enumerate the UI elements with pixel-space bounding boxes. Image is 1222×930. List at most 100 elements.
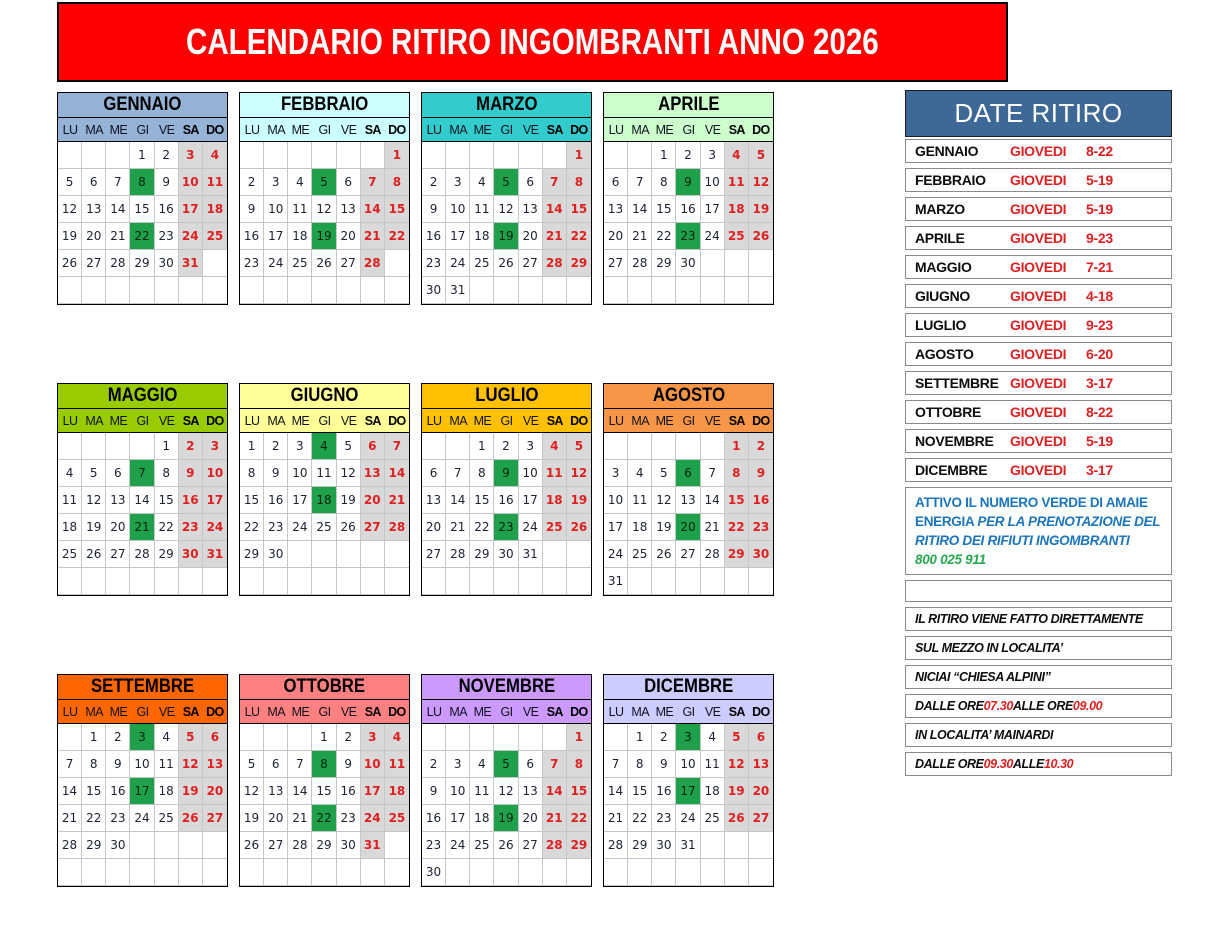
day-cell: 19: [178, 778, 203, 805]
weekday-label-do: DO: [388, 413, 406, 428]
pickup-weekday-label: GIOVEDI: [1010, 404, 1067, 420]
day-cell: 1: [240, 433, 265, 460]
weekday-label-ve: VE: [340, 704, 357, 719]
day-cell: 10: [676, 751, 701, 778]
day-cell: 8: [566, 169, 591, 196]
notice-line: ENERGIA PER LA PRENOTAZIONE DEL: [915, 512, 1171, 531]
day-cell: 26: [494, 832, 519, 859]
empty-cell: [202, 859, 227, 886]
day-cell: 23: [422, 832, 447, 859]
empty-cell: [202, 568, 227, 595]
pickup-month-label: DICEMBRE: [915, 462, 988, 478]
empty-cell: [604, 859, 629, 886]
day-cell: 30: [154, 250, 179, 277]
day-cell: 22: [724, 514, 749, 541]
pickup-month-label: SETTEMBRE: [915, 375, 999, 391]
pickup-month-label: GIUGNO: [915, 288, 970, 304]
day-cell: 21: [106, 223, 131, 250]
day-cell: 11: [202, 169, 227, 196]
day-cell: 27: [748, 805, 773, 832]
day-cell: 10: [264, 196, 289, 223]
empty-cell: [106, 142, 131, 169]
weekday-label-lu: LU: [608, 122, 624, 137]
day-cell: 25: [628, 541, 653, 568]
day-cell: 31: [518, 541, 543, 568]
day-cell: 11: [542, 460, 567, 487]
weekday-label-lu: LU: [62, 413, 78, 428]
empty-cell: [178, 277, 203, 304]
pickup-dates-value: 6-20: [1086, 346, 1113, 362]
day-cell: 18: [312, 487, 337, 514]
day-cell: 4: [202, 142, 227, 169]
pickup-weekday-label: GIOVEDI: [1010, 462, 1067, 478]
day-cell: 8: [628, 751, 653, 778]
empty-cell: [748, 859, 773, 886]
day-cell: 14: [360, 196, 385, 223]
day-cell: 5: [566, 433, 591, 460]
pickup-date-row: NOVEMBRE GIOVEDI 5-19: [905, 429, 1172, 453]
empty-cell: [178, 568, 203, 595]
day-cell: 21: [700, 514, 725, 541]
day-cell: 14: [542, 196, 567, 223]
empty-cell: [264, 142, 289, 169]
text-segment: 800 025 911: [915, 552, 986, 567]
text-segment: DALLE ORE: [915, 699, 984, 713]
day-cell: 17: [264, 223, 289, 250]
day-cell: 11: [700, 751, 725, 778]
calendar-gennaio: GENNAIO LU MA ME GI VE SA DO 1 2 3 4 5 6 7 8 9 10 11 12 13 14…: [57, 92, 228, 305]
pickup-date-row: DICEMBRE GIOVEDI 3-17: [905, 458, 1172, 482]
empty-cell: [384, 250, 409, 277]
text-segment: ALLE: [1012, 757, 1044, 771]
pickup-dates-value: 9-23: [1086, 230, 1113, 246]
day-cell: 23: [494, 514, 519, 541]
day-cell: 13: [676, 487, 701, 514]
day-cell: 30: [652, 832, 677, 859]
empty-cell: [724, 277, 749, 304]
weekday-label-lu: LU: [244, 704, 260, 719]
month-title: APRILE: [604, 93, 773, 118]
weekday-label-sa: SA: [364, 122, 382, 137]
day-cell: 4: [58, 460, 83, 487]
day-cell: 10: [178, 169, 203, 196]
empty-cell: [518, 568, 543, 595]
day-cell: 9: [336, 751, 361, 778]
weekday-label-gi: GI: [318, 704, 331, 719]
day-cell: 14: [384, 460, 409, 487]
day-cell: 13: [336, 196, 361, 223]
text-segment: RITIRO DEI RIFIUTI INGOMBRANTI: [915, 533, 1130, 548]
day-cell: 23: [652, 805, 677, 832]
day-cell: 27: [518, 832, 543, 859]
day-cell: 15: [82, 778, 107, 805]
day-cell: 12: [724, 751, 749, 778]
month-title-label: FEBBRAIO: [280, 94, 369, 115]
day-cell: 6: [518, 751, 543, 778]
weekday-label-do: DO: [206, 413, 224, 428]
day-cell: 12: [652, 487, 677, 514]
day-cell: 10: [360, 751, 385, 778]
day-cell: 19: [240, 805, 265, 832]
day-cell: 8: [312, 751, 337, 778]
day-cell: 13: [518, 778, 543, 805]
day-cell: 12: [748, 169, 773, 196]
weekday-label-me: ME: [291, 413, 310, 428]
month-title-label: LUGLIO: [474, 385, 539, 406]
empty-cell: [106, 568, 131, 595]
day-cell: 10: [604, 487, 629, 514]
empty-cell: [700, 859, 725, 886]
day-cell: 26: [240, 832, 265, 859]
day-cell: 3: [446, 169, 471, 196]
day-cell: 31: [202, 541, 227, 568]
month-days: 1 2 3 4 5 6 7 8 9 10 11 12 13 14 15 16 17 18 19 20 21 22 23 24 2…: [240, 433, 409, 595]
day-cell: 6: [604, 169, 629, 196]
day-cell: 25: [542, 514, 567, 541]
pickup-dates-value: 5-19: [1086, 172, 1113, 188]
pickup-date-row: GIUGNO GIOVEDI 4-18: [905, 284, 1172, 308]
day-cell: 7: [384, 433, 409, 460]
day-cell: 29: [154, 541, 179, 568]
day-cell: 5: [58, 169, 83, 196]
weekday-header-row: LU MA ME GI VE SA DO: [422, 409, 591, 433]
empty-cell: [422, 568, 447, 595]
day-cell: 8: [130, 169, 155, 196]
day-cell: 23: [264, 514, 289, 541]
pickup-weekday-label: GIOVEDI: [1010, 317, 1067, 333]
